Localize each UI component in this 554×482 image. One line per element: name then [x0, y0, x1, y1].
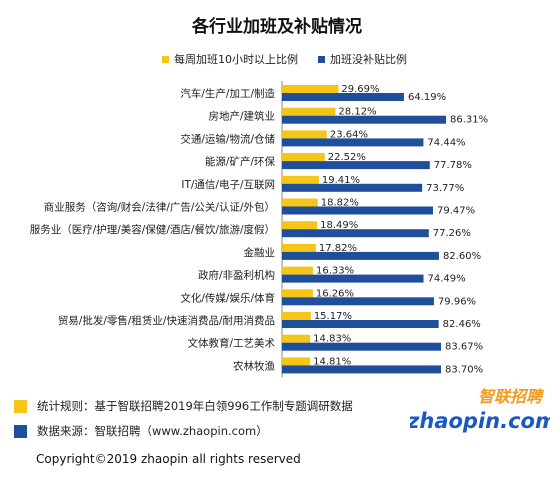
footer-source-text: 数据来源：智联招聘（www.zhaopin.com）	[37, 424, 268, 438]
bar-series1	[282, 175, 319, 184]
category-label: 农林牧渔	[233, 359, 275, 372]
data-label-series1: 23.64%	[330, 129, 368, 140]
chart-title: 各行业加班及补贴情况	[192, 17, 362, 37]
data-label-series2: 79.47%	[437, 206, 475, 217]
category-label: 交通/运输/物流/仓储	[180, 132, 275, 145]
category-label: 商业服务（咨询/财会/法律/广告/公关/认证/外包）	[44, 201, 275, 214]
logo-en-text: zhaopin.com	[410, 409, 550, 433]
data-label-series1: 28.12%	[338, 107, 376, 118]
footer-rule-swatch	[14, 399, 27, 413]
category-label: 能源/矿产/环保	[205, 155, 276, 168]
category-label: 房地产/建筑业	[208, 110, 275, 123]
category-label: 金融业	[244, 246, 276, 259]
legend-swatch-series1	[162, 55, 169, 63]
data-label-series1: 18.49%	[320, 220, 358, 231]
bar-series1	[282, 153, 325, 162]
bar-series2	[282, 183, 423, 192]
category-label: 汽车/生产/加工/制造	[180, 87, 275, 100]
data-label-series1: 18.82%	[321, 198, 359, 209]
data-label-series1: 14.83%	[313, 334, 351, 345]
data-label-series1: 14.81%	[313, 356, 351, 367]
copyright-text: Copyright©2019 zhaopin all rights reserv…	[36, 452, 301, 466]
legend-item-series2: 加班没补贴比例	[318, 51, 407, 67]
category-label: 文化/传媒/娱乐/体育	[180, 291, 275, 304]
data-label-series1: 19.41%	[322, 175, 360, 186]
data-label-series2: 77.26%	[433, 228, 471, 239]
footer-source-row: 数据来源：智联招聘（www.zhaopin.com）	[14, 423, 268, 439]
data-label-series2: 74.44%	[427, 137, 465, 148]
data-label-series2: 83.67%	[445, 342, 483, 353]
bar-series2	[282, 138, 424, 147]
data-label-series1: 29.69%	[341, 84, 379, 95]
bar-series1	[282, 266, 314, 275]
data-label-series2: 82.46%	[443, 319, 481, 330]
bar-series2	[282, 115, 446, 124]
data-label-series1: 15.17%	[314, 311, 352, 322]
bar-series2	[282, 365, 442, 374]
bar-series2	[282, 297, 434, 306]
bar-series1	[282, 312, 311, 320]
bar-series1	[282, 130, 327, 139]
bar-series1	[282, 334, 311, 343]
zhaopin-logo: 智联招聘 zhaopin.com	[410, 387, 550, 433]
footer-rule-row: 统计规则：基于智联招聘2019年白领996工作制专题调研数据	[14, 398, 353, 414]
data-label-series2: 83.70%	[445, 364, 483, 375]
bar-series1	[282, 85, 339, 93]
data-label-series1: 16.26%	[316, 288, 354, 299]
bar-series2	[282, 229, 429, 238]
bar-series1	[282, 221, 318, 230]
data-label-series2: 77.78%	[434, 160, 472, 171]
category-label: 贸易/批发/零售/租赁业/快速消费品/耐用消费品	[58, 314, 275, 327]
footer-source-swatch	[14, 424, 27, 438]
legend-label-series1: 每周加班10小时以上比例	[174, 53, 298, 66]
bar-series2	[282, 93, 404, 101]
category-label: 文体教育/工艺美术	[187, 337, 275, 350]
logo-cn-text: 智联招聘	[478, 387, 545, 406]
bar-series2	[282, 320, 439, 328]
category-label: 服务业（医疗/护理/美容/保健/酒店/餐饮/旅游/度假）	[30, 223, 275, 236]
bar-series2	[282, 342, 441, 351]
data-label-series2: 73.77%	[426, 183, 464, 194]
bar-series1	[282, 243, 316, 252]
data-label-series1: 17.82%	[319, 243, 357, 254]
data-label-series1: 16.33%	[316, 266, 354, 277]
bar-series1	[282, 289, 313, 298]
legend-label-series2: 加班没补贴比例	[330, 53, 407, 66]
bar-series1	[282, 107, 336, 116]
bar-series2	[282, 251, 439, 260]
data-label-series2: 82.60%	[443, 251, 481, 262]
data-label-series2: 64.19%	[408, 92, 446, 103]
footer-rule-text: 统计规则：基于智联招聘2019年白领996工作制专题调研数据	[37, 399, 353, 413]
legend-item-series1: 每周加班10小时以上比例	[162, 51, 298, 67]
bar-series2	[282, 206, 433, 215]
data-label-series2: 74.49%	[428, 274, 466, 285]
category-label: IT/通信/电子/互联网	[181, 178, 275, 191]
bar-series1	[282, 198, 318, 207]
legend-swatch-series2	[318, 55, 325, 63]
category-label: 政府/非盈利机构	[198, 269, 275, 282]
data-label-series2: 79.96%	[438, 296, 476, 307]
bar-series2	[282, 161, 430, 170]
bar-series1	[282, 357, 311, 366]
data-label-series2: 86.31%	[450, 115, 488, 126]
data-label-series1: 22.52%	[328, 152, 366, 163]
bar-series2	[282, 274, 424, 283]
